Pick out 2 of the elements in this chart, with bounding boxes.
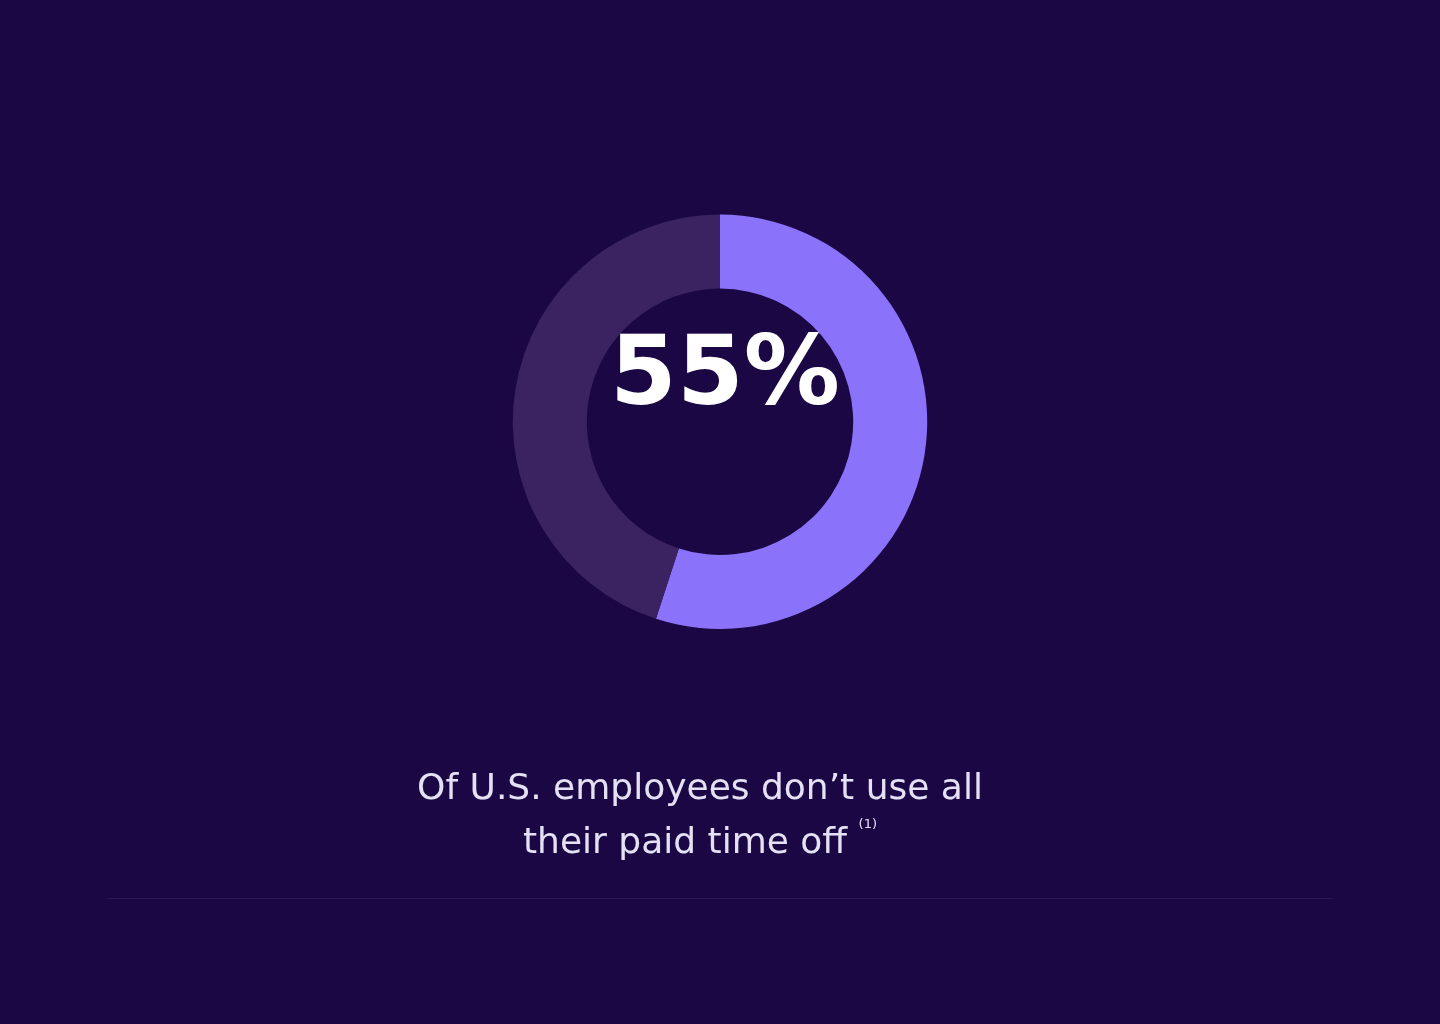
text: 55% [610, 314, 840, 427]
text: Of U.S. employees don’t use all their paid time off $^{(1)}$ [416, 765, 984, 863]
